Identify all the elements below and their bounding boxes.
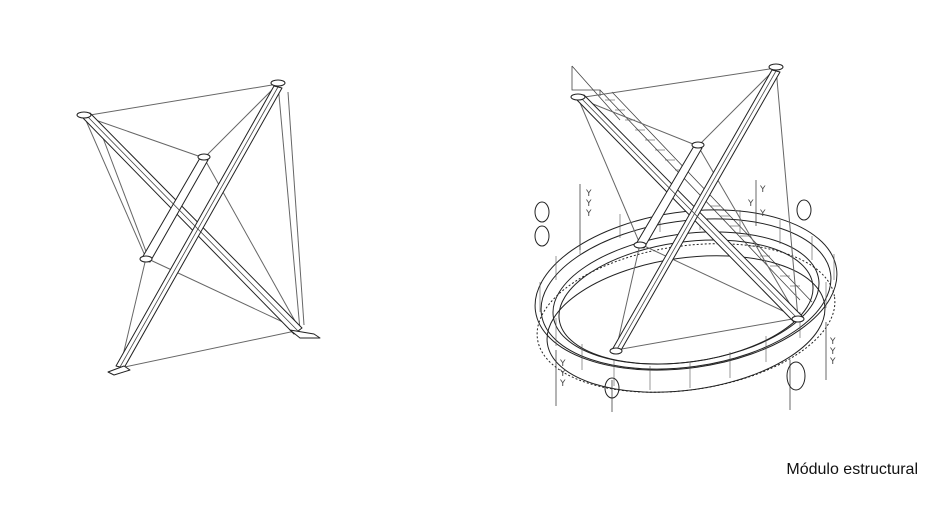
right-struts: [575, 69, 803, 353]
svg-text:Y: Y: [829, 347, 836, 357]
svg-text:Y: Y: [559, 369, 566, 379]
svg-text:Y: Y: [585, 189, 592, 199]
left-end-caps: [76, 79, 321, 376]
svg-text:Y: Y: [585, 199, 592, 209]
svg-text:Y: Y: [759, 185, 766, 195]
svg-text:Y: Y: [829, 357, 836, 367]
staircase: [571, 65, 813, 303]
svg-text:Y: Y: [559, 379, 566, 389]
svg-text:Y: Y: [829, 337, 836, 347]
svg-text:Y: Y: [759, 209, 766, 219]
tensegrity-module-with-ring-walkway-right: Y Y Y Y Y Y Y Y Y Y Y Y: [534, 63, 838, 412]
vertical-supports: Y Y Y Y Y Y Y Y Y Y Y Y: [534, 180, 836, 412]
left-struts: [81, 85, 303, 369]
svg-text:Y: Y: [747, 199, 754, 209]
svg-text:Y: Y: [585, 209, 592, 219]
svg-text:Y: Y: [559, 359, 566, 369]
right-end-caps: [570, 63, 805, 355]
figure-caption: Módulo estructural: [786, 461, 918, 478]
tensegrity-module-left: [76, 79, 321, 376]
